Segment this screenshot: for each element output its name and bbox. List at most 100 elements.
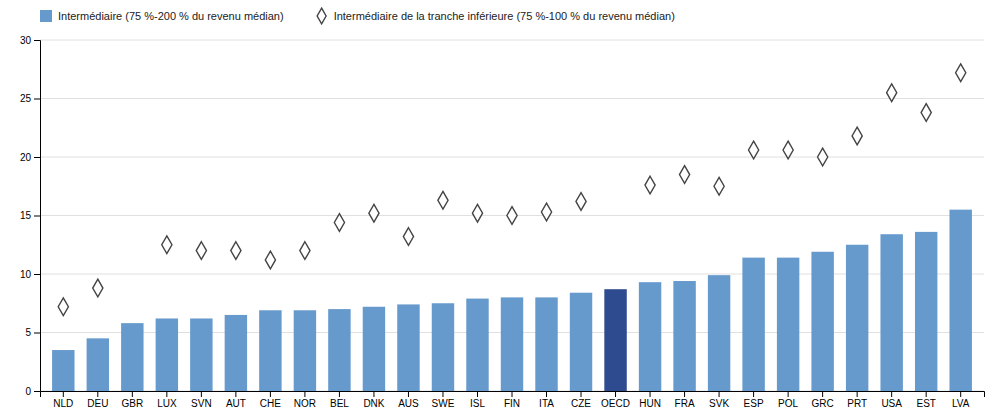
x-tick: FRA [675, 391, 695, 409]
grid-line [40, 40, 984, 41]
x-tick-label: SVK [709, 398, 729, 409]
x-tick-mark [442, 391, 443, 397]
bar [397, 304, 419, 391]
marker [472, 204, 482, 222]
x-tick: SVK [709, 391, 729, 409]
bar [949, 210, 971, 391]
marker [231, 242, 241, 260]
x-tick-mark [339, 391, 340, 397]
x-tick-mark [132, 391, 133, 397]
x-tick-label: BEL [330, 398, 349, 409]
marker [196, 242, 206, 260]
y-tick-mark [34, 99, 40, 100]
x-tick-label: LUX [157, 398, 177, 409]
x-tick: CHE [260, 391, 281, 409]
x-tick: EST [916, 391, 935, 409]
bar [363, 307, 385, 391]
legend: Intermédiaire (75 %-200 % du revenu médi… [40, 8, 675, 24]
x-tick-mark [546, 391, 547, 397]
marker [783, 141, 793, 159]
bar [880, 234, 902, 391]
y-tick: 20 [20, 152, 40, 163]
x-tick-label: OECD [601, 398, 630, 409]
bar [156, 318, 178, 391]
x-tick-mark [960, 391, 961, 397]
x-tick-mark [97, 391, 98, 397]
chart: NLDDEUGBRLUXSVNAUTCHENORBELDNKAUSSWEISLF… [0, 0, 1000, 417]
y-tick-label: 0 [25, 386, 31, 397]
x-tick: FIN [504, 391, 520, 409]
marker [438, 191, 448, 209]
marker [852, 127, 862, 145]
bar [570, 293, 592, 391]
x-tick: NLD [53, 391, 73, 409]
bar [604, 289, 626, 391]
legend-label: Intermédiaire (75 %-200 % du revenu médi… [58, 10, 284, 22]
x-tick-label: AUS [398, 398, 419, 409]
marker [334, 214, 344, 232]
x-tick: PRT [847, 391, 867, 409]
x-tick-label: SWE [432, 398, 455, 409]
x-tick: LVA [952, 391, 970, 409]
x-tick-mark [788, 391, 789, 397]
y-tick-mark [34, 274, 40, 275]
x-tick: BEL [330, 391, 349, 409]
y-tick-mark [34, 40, 40, 41]
x-tick-label: CHE [260, 398, 281, 409]
x-tick-label: EST [916, 398, 935, 409]
marker [541, 203, 551, 221]
x-tick-label: DNK [363, 398, 384, 409]
x-tick-mark [304, 391, 305, 397]
y-tick-label: 25 [20, 93, 32, 104]
x-tick-mark [270, 391, 271, 397]
legend-item: Intermédiaire (75 %-200 % du revenu médi… [40, 10, 284, 22]
y-tick-label: 15 [20, 210, 32, 221]
marker [749, 141, 759, 159]
grid-line [40, 274, 984, 275]
x-tick: SWE [432, 391, 455, 409]
x-tick: USA [881, 391, 902, 409]
x-tick: DEU [87, 391, 108, 409]
marker [818, 148, 828, 166]
series [58, 64, 966, 316]
x-tick-mark [926, 391, 927, 397]
legend-swatch [40, 10, 52, 22]
bar [190, 318, 212, 391]
marks [52, 64, 972, 391]
x-tick-label: GRC [812, 398, 834, 409]
marker [956, 64, 966, 82]
x-axis: NLDDEUGBRLUXSVNAUTCHENORBELDNKAUSSWEISLF… [41, 391, 985, 409]
x-tick: LUX [157, 391, 177, 409]
x-tick-label: FRA [675, 398, 695, 409]
x-tick-label: ESP [744, 398, 764, 409]
bar [328, 309, 350, 391]
x-tick-mark [822, 391, 823, 397]
x-tick-label: PRT [847, 398, 867, 409]
bar [639, 282, 661, 391]
x-tick-mark [235, 391, 236, 397]
marker [507, 207, 517, 225]
legend-item: Intermédiaire de la tranche inférieure (… [317, 8, 675, 24]
x-tick-mark [650, 391, 651, 397]
y-axis-line [34, 41, 41, 392]
grid [40, 40, 984, 391]
x-tick-label: ITA [539, 398, 554, 409]
x-tick-label: DEU [87, 398, 108, 409]
x-tick-label: ISL [470, 398, 485, 409]
x-tick-mark [477, 391, 478, 397]
x-tick: GBR [121, 391, 143, 409]
x-tick: AUT [226, 391, 246, 409]
bar [535, 297, 557, 391]
x-tick-label: NOR [294, 398, 316, 409]
marker [93, 279, 103, 297]
grid-line [40, 98, 984, 99]
marker [921, 104, 931, 122]
y-tick-mark [34, 216, 40, 217]
x-tick: ISL [470, 391, 485, 409]
bar [742, 258, 764, 391]
y-tick: 5 [25, 327, 40, 338]
x-tick-mark [373, 391, 374, 397]
bar [708, 275, 730, 391]
bar [811, 252, 833, 391]
legend-label: Intermédiaire de la tranche inférieure (… [334, 10, 675, 22]
